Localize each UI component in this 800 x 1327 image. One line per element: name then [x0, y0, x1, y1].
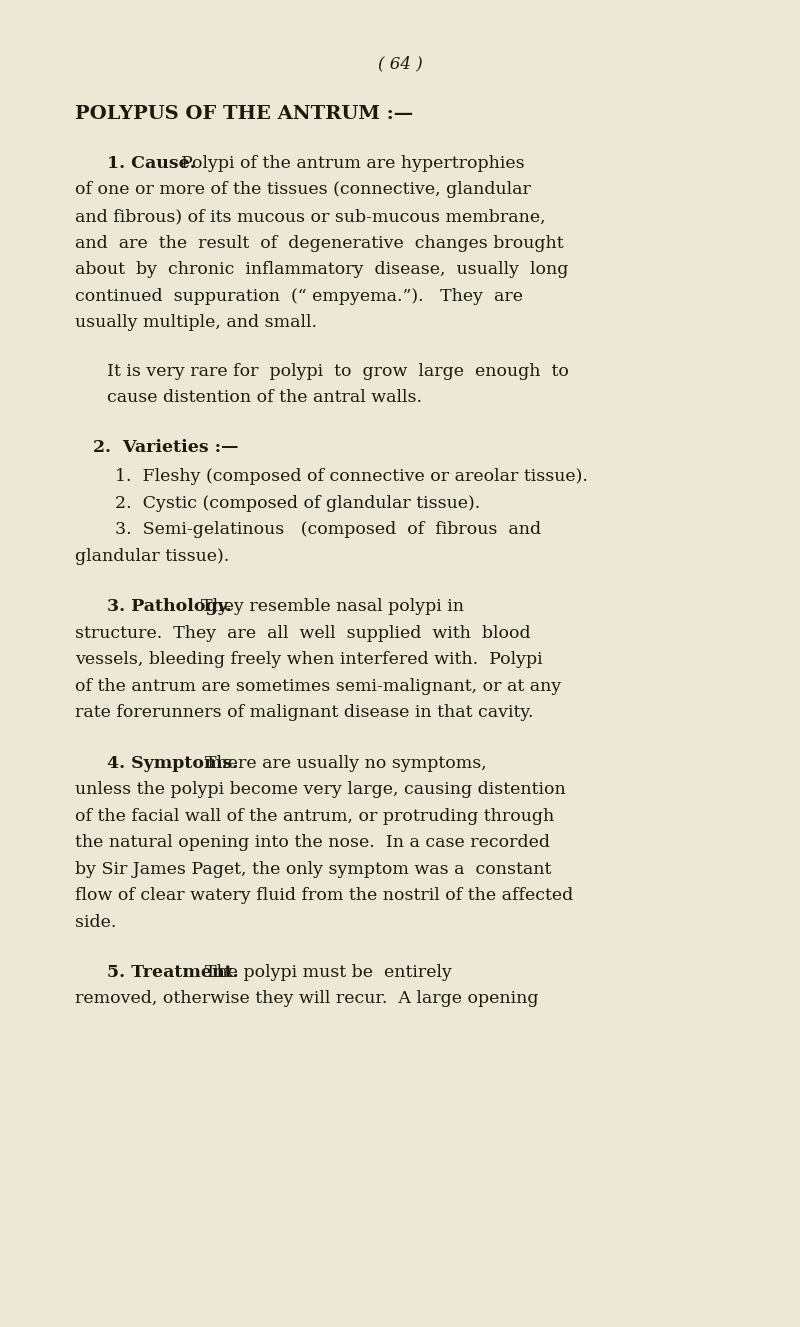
Text: unless the polypi become very large, causing distention: unless the polypi become very large, cau… [75, 782, 566, 798]
Text: ( 64 ): ( 64 ) [378, 54, 422, 72]
Text: of the antrum are sometimes semi-malignant, or at any: of the antrum are sometimes semi-maligna… [75, 678, 562, 695]
Text: 1.  Fleshy (composed of connective or areolar tissue).: 1. Fleshy (composed of connective or are… [115, 468, 588, 486]
Text: vessels, bleeding freely when interfered with.  Polypi: vessels, bleeding freely when interfered… [75, 652, 542, 669]
Text: 2.  Cystic (composed of glandular tissue).: 2. Cystic (composed of glandular tissue)… [115, 495, 480, 512]
Text: side.: side. [75, 913, 116, 930]
Text: continued  suppuration  (“ empyema.”).   They  are: continued suppuration (“ empyema.”). The… [75, 288, 523, 304]
Text: 4. Symptoms.: 4. Symptoms. [107, 755, 238, 771]
Text: It is very rare for  polypi  to  grow  large  enough  to: It is very rare for polypi to grow large… [107, 362, 569, 380]
Text: The polypi must be  entirely: The polypi must be entirely [194, 963, 452, 981]
Text: 3. Pathology.: 3. Pathology. [107, 598, 232, 616]
Text: removed, otherwise they will recur.  A large opening: removed, otherwise they will recur. A la… [75, 990, 538, 1007]
Text: rate forerunners of malignant disease in that cavity.: rate forerunners of malignant disease in… [75, 705, 534, 722]
Text: and fibrous) of its mucous or sub-mucous membrane,: and fibrous) of its mucous or sub-mucous… [75, 208, 546, 226]
Text: and  are  the  result  of  degenerative  changes brought: and are the result of degenerative chang… [75, 235, 564, 252]
Text: 2.  Varieties :—: 2. Varieties :— [93, 439, 238, 456]
Text: glandular tissue).: glandular tissue). [75, 548, 230, 565]
Text: Polypi of the antrum are hypertrophies: Polypi of the antrum are hypertrophies [170, 155, 525, 173]
Text: POLYPUS OF THE ANTRUM :—: POLYPUS OF THE ANTRUM :— [75, 105, 413, 123]
Text: 3.  Semi-gelatinous   (composed  of  fibrous  and: 3. Semi-gelatinous (composed of fibrous … [115, 522, 541, 539]
Text: 1. Cause.: 1. Cause. [107, 155, 196, 173]
Text: by Sir James Paget, the only symptom was a  constant: by Sir James Paget, the only symptom was… [75, 860, 551, 877]
Text: 5. Treatment.: 5. Treatment. [107, 963, 238, 981]
Text: flow of clear watery fluid from the nostril of the affected: flow of clear watery fluid from the nost… [75, 886, 574, 904]
Text: They resemble nasal polypi in: They resemble nasal polypi in [190, 598, 464, 616]
Text: the natural opening into the nose.  In a case recorded: the natural opening into the nose. In a … [75, 835, 550, 851]
Text: of one or more of the tissues (connective, glandular: of one or more of the tissues (connectiv… [75, 182, 531, 199]
Text: cause distention of the antral walls.: cause distention of the antral walls. [107, 389, 422, 406]
Text: of the facial wall of the antrum, or protruding through: of the facial wall of the antrum, or pro… [75, 808, 554, 824]
Text: There are usually no symptoms,: There are usually no symptoms, [194, 755, 486, 771]
Text: about  by  chronic  inflammatory  disease,  usually  long: about by chronic inflammatory disease, u… [75, 261, 568, 277]
Text: usually multiple, and small.: usually multiple, and small. [75, 314, 317, 330]
Text: structure.  They  are  all  well  supplied  with  blood: structure. They are all well supplied wi… [75, 625, 530, 642]
